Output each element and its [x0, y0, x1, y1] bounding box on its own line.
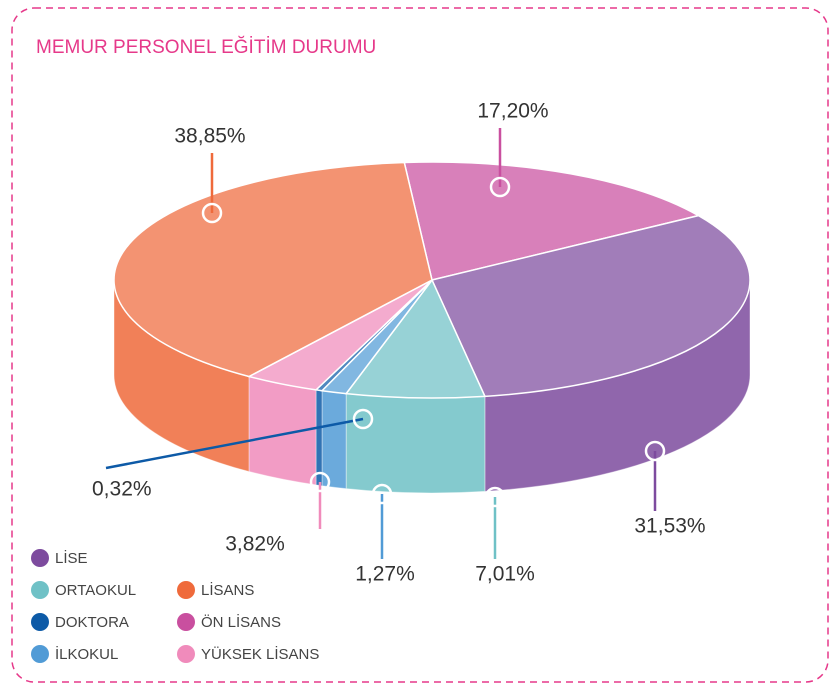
marker — [484, 486, 506, 508]
legend-label: LİSE — [55, 549, 88, 567]
pie-wall — [345, 393, 486, 494]
data-label: 3,82% — [225, 533, 285, 556]
data-label: 38,85% — [174, 125, 245, 148]
legend-swatch — [177, 645, 195, 663]
marker — [371, 483, 393, 505]
legend-swatch — [31, 581, 49, 599]
legend-label: ORTAOKUL — [55, 582, 136, 599]
marker — [201, 202, 223, 224]
chart-title: MEMUR PERSONEL EĞİTİM DURUMU — [36, 36, 376, 58]
legend-label: İLKOKUL — [55, 645, 118, 663]
pie-slice — [403, 161, 701, 281]
legend-swatch — [31, 613, 49, 631]
frame — [11, 7, 829, 683]
marker — [489, 176, 511, 198]
legend-label: LİSANS — [201, 581, 254, 599]
data-label: 1,27% — [355, 563, 415, 586]
pie-wall — [315, 389, 323, 487]
pie-slice — [344, 278, 487, 399]
legend-swatch — [31, 549, 49, 567]
marker — [309, 471, 331, 493]
data-label: 31,53% — [634, 515, 705, 538]
leader-line — [105, 417, 364, 470]
legend-swatch — [177, 581, 195, 599]
legend-label: YÜKSEK LİSANS — [201, 645, 319, 663]
data-label: 7,01% — [475, 563, 535, 586]
pie-slice — [430, 214, 751, 398]
marker — [352, 408, 374, 430]
pie-slice — [113, 161, 433, 378]
data-label: 0,32% — [92, 478, 152, 501]
legend-label: DOKTORA — [55, 614, 129, 631]
legend-swatch — [31, 645, 49, 663]
marker — [644, 440, 666, 462]
data-label: 17,20% — [477, 100, 548, 123]
legend-swatch — [177, 613, 195, 631]
legend-label: ÖN LİSANS — [201, 613, 281, 631]
